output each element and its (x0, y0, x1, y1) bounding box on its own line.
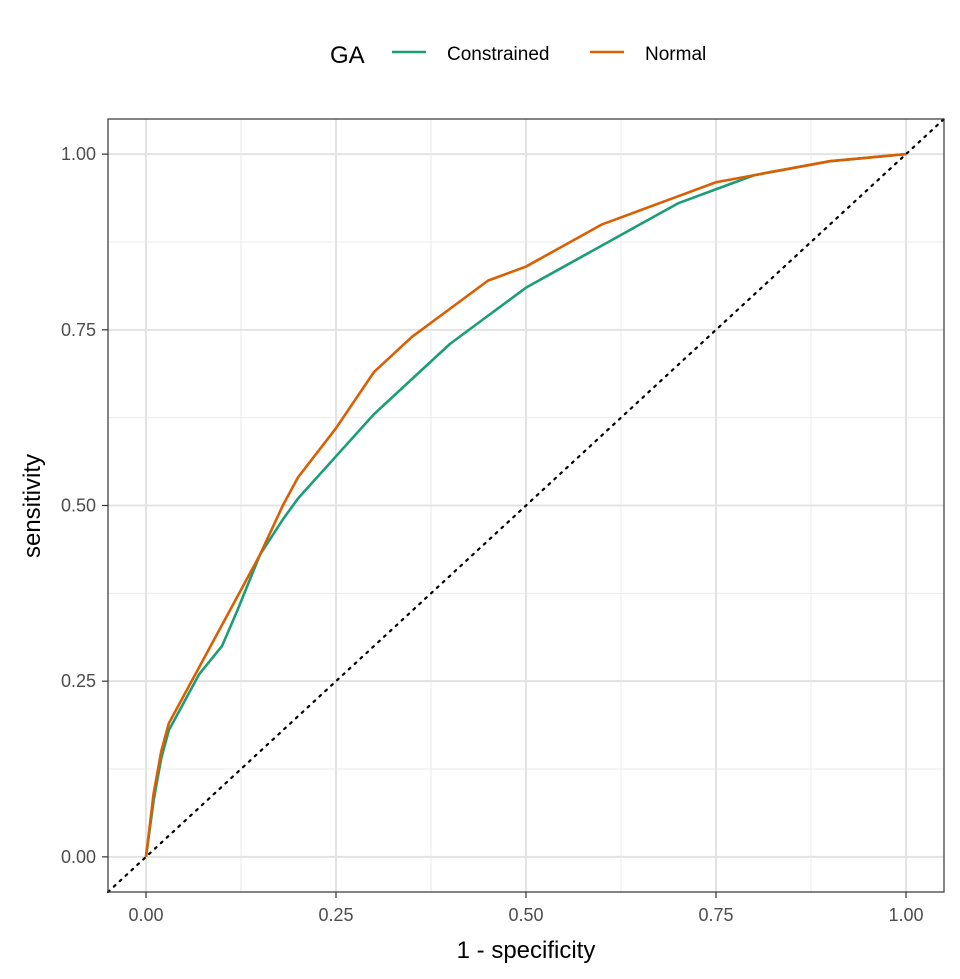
x-axis-title: 1 - specificity (457, 937, 596, 964)
legend-title: GA (330, 42, 365, 69)
x-tick-label: 0.25 (318, 905, 353, 925)
reference-line-group (106, 117, 946, 894)
series-lines (144, 152, 907, 858)
legend: GA Constrained Normal (330, 42, 706, 69)
y-tick-label: 0.75 (61, 320, 96, 340)
x-tick-label: 1.00 (888, 905, 923, 925)
x-tick-label: 0.00 (128, 905, 163, 925)
y-tick-label: 0.00 (61, 847, 96, 867)
x-tick-label: 0.75 (698, 905, 733, 925)
grid-major (108, 119, 944, 892)
y-tick-label: 0.50 (61, 496, 96, 516)
legend-label-normal: Normal (645, 44, 706, 65)
y-tick-label: 0.25 (61, 671, 96, 691)
series-line-constrained (144, 152, 907, 858)
y-axis-title: sensitivity (19, 454, 46, 558)
plot-panel (106, 117, 946, 894)
y-axis: 0.00 0.25 0.50 0.75 1.00 (61, 144, 108, 867)
x-tick-label: 0.50 (508, 905, 543, 925)
reference-diagonal-line (106, 117, 946, 894)
y-tick-label: 1.00 (61, 144, 96, 164)
series-line-normal (144, 152, 907, 858)
legend-label-constrained: Constrained (447, 44, 549, 65)
x-axis: 0.00 0.25 0.50 0.75 1.00 (128, 892, 924, 925)
